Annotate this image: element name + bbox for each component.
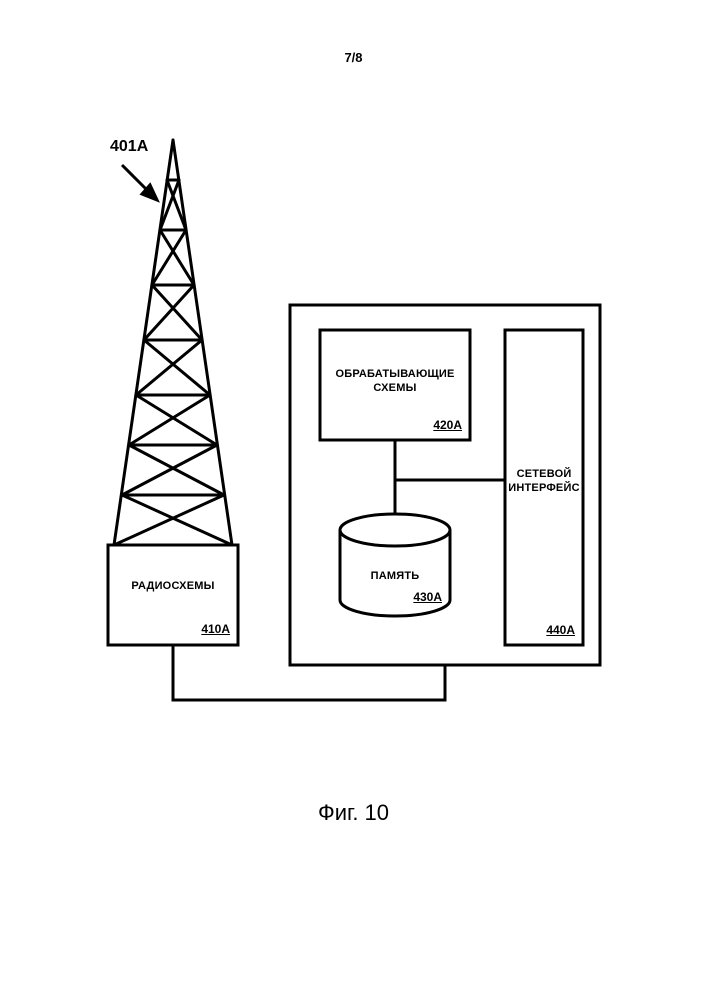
network-label: СЕТЕВОЙ ИНТЕРФЕЙС — [505, 468, 583, 496]
processing-label: ОБРАБАТЫВАЮЩИЕ СХЕМЫ — [320, 368, 470, 396]
processing-ref: 420A — [320, 418, 462, 432]
system-ref-label: 401A — [110, 138, 148, 156]
memory-ref: 430A — [340, 590, 442, 604]
memory-label: ПАМЯТЬ — [340, 570, 450, 582]
system-diagram — [0, 0, 707, 1000]
antenna-tower-icon — [114, 140, 232, 545]
radio-ref: 410A — [108, 622, 230, 636]
page: 7/8 — [0, 0, 707, 1000]
radio-label: РАДИОСХЕМЫ — [108, 580, 238, 592]
network-ref: 440A — [505, 623, 575, 637]
figure-caption: Фиг. 10 — [0, 800, 707, 826]
system-ref-arrow-icon — [122, 165, 157, 200]
